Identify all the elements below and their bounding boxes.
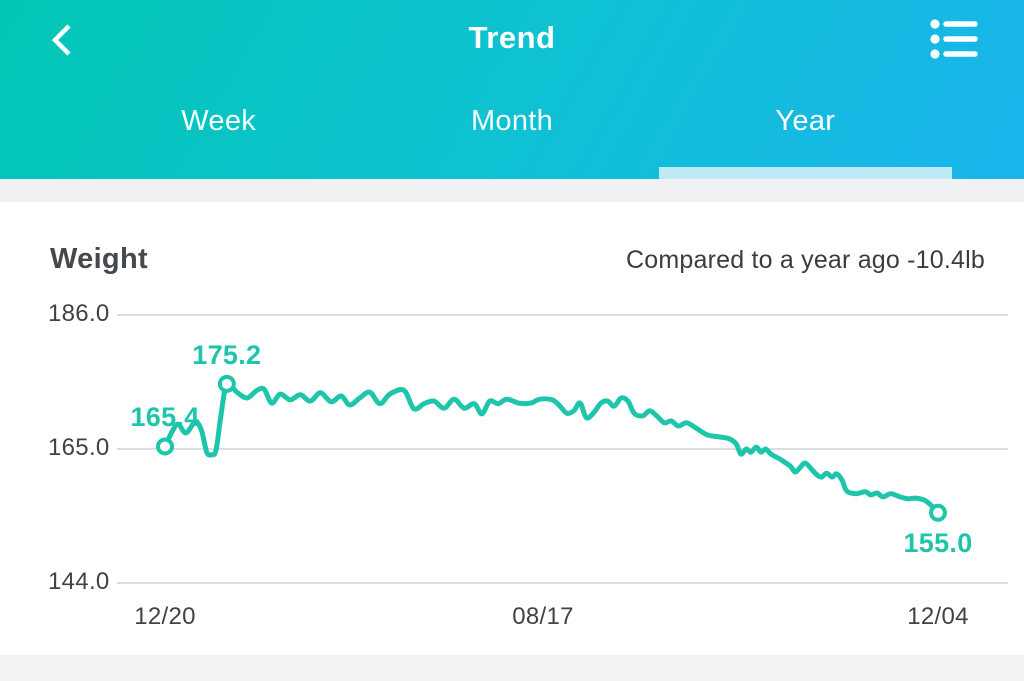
tab-week-label: Week: [181, 105, 257, 137]
tab-year[interactable]: Year: [658, 105, 952, 179]
data-label-start: 165.4: [130, 402, 200, 433]
tab-month-label: Month: [470, 105, 554, 137]
tab-week[interactable]: Week: [72, 105, 365, 179]
data-label-peak: 175.2: [192, 339, 262, 370]
y-axis-tick: 144.0: [48, 568, 110, 595]
chevron-left-icon: [51, 24, 71, 56]
app-header: Trend Week Month Year: [0, 0, 1024, 179]
x-axis-tick: 08/17: [512, 603, 574, 630]
tab-month[interactable]: Month: [365, 105, 658, 179]
y-axis-tick: 186.0: [48, 300, 110, 327]
y-axis-tick: 165.0: [48, 434, 110, 461]
chart-header-row: Weight Compared to a year ago -10.4lb: [50, 243, 985, 276]
weight-line-series: [162, 380, 941, 516]
chart-plot[interactable]: [0, 295, 1024, 645]
header-divider-strip: [0, 179, 1024, 202]
data-point-marker: [929, 503, 947, 522]
bottom-strip: [0, 655, 1024, 681]
data-point-marker: [156, 437, 174, 456]
tab-active-underline: [658, 167, 952, 179]
data-label-end: 155.0: [903, 527, 973, 558]
list-bullets-icon: [930, 19, 978, 59]
comparison-summary: Compared to a year ago -10.4lb: [626, 246, 985, 274]
period-tabs: Week Month Year: [72, 105, 952, 179]
page-title: Trend: [468, 20, 556, 55]
x-axis-tick: 12/04: [907, 603, 969, 630]
back-button[interactable]: [42, 18, 82, 62]
data-point-marker: [217, 374, 236, 393]
tab-year-label: Year: [775, 105, 836, 137]
list-menu-button[interactable]: [928, 16, 980, 62]
metric-title: Weight: [50, 243, 148, 275]
weight-trend-chart: 186.0 165.0 144.0 12/20 08/17 12/04 165.…: [0, 295, 1024, 645]
x-axis-tick: 12/20: [134, 603, 196, 630]
